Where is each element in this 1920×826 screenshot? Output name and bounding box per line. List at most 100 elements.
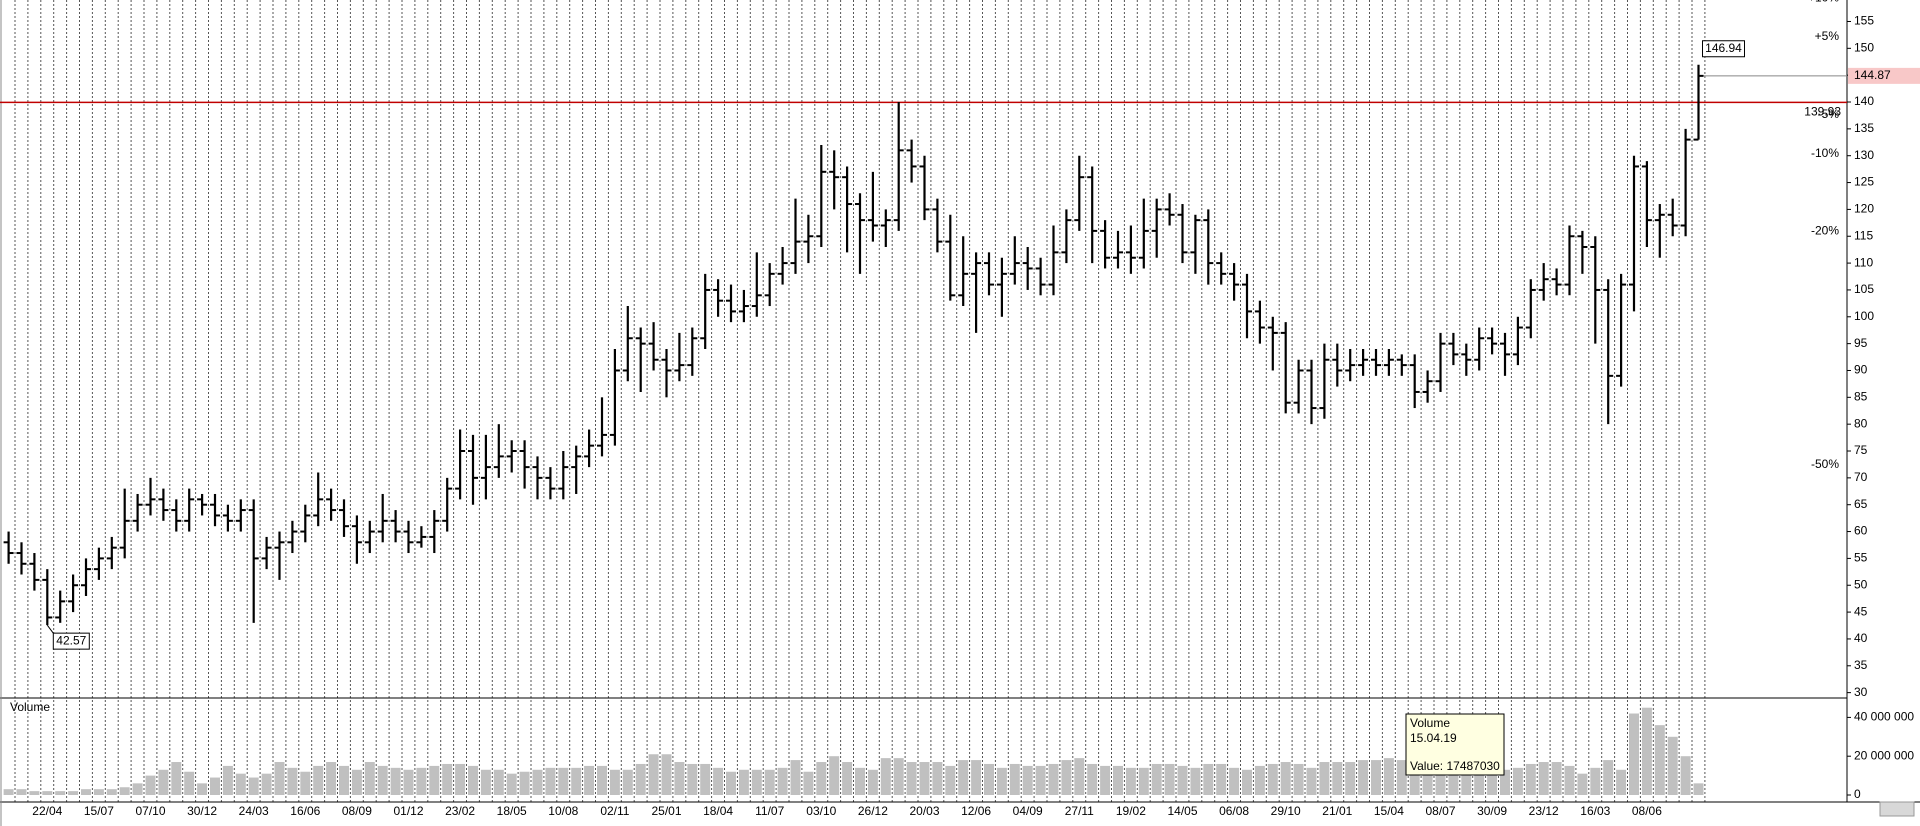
volume-bar xyxy=(442,763,453,795)
volume-bar xyxy=(1009,763,1020,795)
volume-bar xyxy=(493,769,504,795)
volume-bar xyxy=(197,783,208,795)
volume-bar xyxy=(609,769,620,795)
volume-bar xyxy=(1332,762,1343,795)
volume-bar xyxy=(506,773,517,795)
volume-bar xyxy=(932,762,943,795)
volume-bar xyxy=(1448,765,1459,795)
volume-bar xyxy=(480,769,491,795)
percent-level-label: -50% xyxy=(1811,457,1839,471)
y-tick-label: 110 xyxy=(1854,255,1873,269)
x-tick-label: 16/03 xyxy=(1580,804,1610,818)
volume-bar xyxy=(1538,762,1549,795)
volume-bar xyxy=(674,762,685,795)
y-tick-label: 55 xyxy=(1854,551,1868,565)
volume-bar xyxy=(1500,769,1510,795)
y-tick-label: 155 xyxy=(1854,14,1874,28)
volume-bar xyxy=(790,760,801,795)
y-tick-label: 50 xyxy=(1854,577,1868,591)
x-tick-label: 03/10 xyxy=(806,804,836,818)
volume-bar xyxy=(803,771,814,795)
volume-bar xyxy=(635,763,646,795)
x-tick-label: 01/12 xyxy=(393,804,423,818)
scroll-thumb[interactable] xyxy=(1879,801,1915,817)
min-label-box xyxy=(52,632,90,650)
bar-separators xyxy=(14,0,1706,802)
x-tick-label: 07/10 xyxy=(135,804,165,818)
volume-bar xyxy=(1203,763,1214,795)
y-tick-label: 100 xyxy=(1854,309,1874,323)
volume-bar xyxy=(1551,762,1562,795)
volume-bar xyxy=(958,760,969,795)
volume-bar xyxy=(1512,767,1523,795)
volume-bar xyxy=(1383,758,1394,795)
volume-bar xyxy=(1254,765,1265,795)
volume-bar xyxy=(597,765,607,795)
volume-bar xyxy=(274,762,285,795)
y-tick-label: 35 xyxy=(1854,658,1868,672)
volume-title: Volume xyxy=(10,700,50,714)
y-tick-label: 30 xyxy=(1854,685,1868,699)
volume-bar xyxy=(1435,762,1446,795)
volume-bar xyxy=(248,777,259,795)
volume-bar xyxy=(1396,760,1407,795)
volume-bar xyxy=(106,789,117,795)
y-tick-label: 120 xyxy=(1854,202,1874,216)
max-label-box xyxy=(1702,40,1745,58)
volume-bar xyxy=(1319,762,1330,795)
x-tick-label: 22/04 xyxy=(32,804,62,818)
x-tick-label: 04/09 xyxy=(1013,804,1043,818)
volume-bar xyxy=(726,771,736,795)
volume-bar xyxy=(1667,736,1678,795)
volume-bar xyxy=(145,775,156,795)
volume-bar xyxy=(390,767,401,795)
volume-bar xyxy=(1525,763,1536,795)
x-tick-label: 08/07 xyxy=(1425,804,1455,818)
horizontal-line-label: 139.93 xyxy=(1804,105,1841,119)
volume-bar xyxy=(132,783,143,795)
x-tick-label: 21/01 xyxy=(1322,804,1352,818)
volume-bar xyxy=(326,762,337,795)
min-label: 42.57 xyxy=(56,633,86,647)
percent-level-label: -5% xyxy=(1818,107,1840,121)
volume-bar xyxy=(1590,767,1601,795)
volume-bar xyxy=(339,765,349,795)
x-tick-label: 19/02 xyxy=(1116,804,1146,818)
x-tick-label: 27/11 xyxy=(1065,804,1094,818)
volume-bar xyxy=(751,769,762,795)
volume-bar xyxy=(81,789,91,795)
x-tick-label: 23/02 xyxy=(445,804,475,818)
percent-level-label: +10% xyxy=(1808,0,1839,4)
y-tick-label: 85 xyxy=(1854,389,1868,403)
tooltip-box xyxy=(1405,713,1505,776)
volume-bar xyxy=(880,758,891,795)
volume-bar xyxy=(545,767,556,795)
y-tick-label: 65 xyxy=(1854,497,1868,511)
volume-bar xyxy=(558,767,569,795)
x-tick-label: 11/07 xyxy=(755,804,784,818)
volume-bar xyxy=(1048,763,1059,795)
volume-bar xyxy=(261,773,272,795)
volume-bar xyxy=(1358,760,1369,795)
min-label-leader xyxy=(46,624,54,634)
volume-bar xyxy=(867,769,878,795)
volume-bar xyxy=(1280,762,1291,795)
x-tick-label: 29/10 xyxy=(1271,804,1301,818)
y-tick-label: 135 xyxy=(1854,121,1874,135)
volume-bar xyxy=(1087,763,1098,795)
y-tick-label: 130 xyxy=(1854,148,1874,162)
volume-bar xyxy=(1293,763,1304,795)
volume-bar xyxy=(1345,762,1356,795)
volume-bar xyxy=(1035,765,1046,795)
volume-bar xyxy=(313,765,324,795)
x-tick-label: 08/06 xyxy=(1632,804,1662,818)
volume-bar xyxy=(184,771,195,795)
volume-bar xyxy=(171,762,182,795)
y-tick-label: 150 xyxy=(1854,40,1874,54)
volume-bar xyxy=(532,769,543,795)
volume-bar xyxy=(1474,762,1485,795)
volume-tick-label: 20 000 000 xyxy=(1854,748,1914,762)
x-tick-label: 20/03 xyxy=(909,804,939,818)
